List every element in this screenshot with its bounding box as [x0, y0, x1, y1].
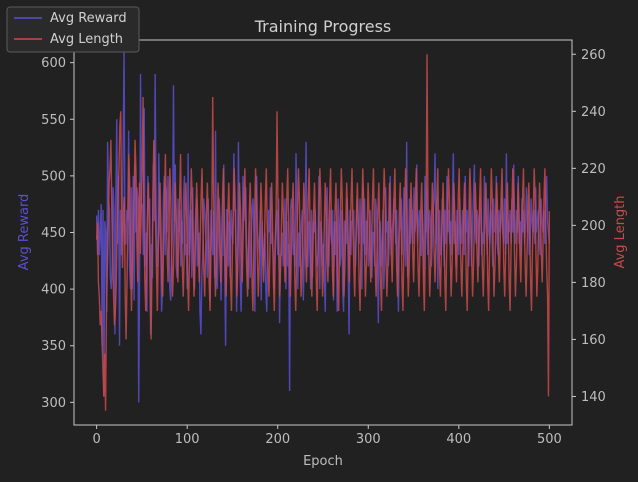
x-axis-label: Epoch [303, 454, 343, 469]
right-y-tick-label: 260 [581, 48, 606, 63]
left-y-tick-label: 600 [41, 56, 66, 71]
x-tick-label: 500 [537, 432, 562, 447]
x-tick-label: 200 [265, 432, 290, 447]
legend: Avg Reward Avg Length [6, 6, 140, 53]
left-y-tick-label: 300 [41, 396, 66, 411]
right-y-tick-label: 200 [581, 219, 606, 234]
right-y-tick-label: 140 [581, 390, 606, 405]
left-y-tick-label: 350 [41, 339, 66, 354]
right-y-tick-label: 220 [581, 162, 606, 177]
x-tick-label: 100 [175, 432, 200, 447]
x-tick-label: 0 [92, 432, 100, 447]
right-y-tick-label: 240 [581, 105, 606, 120]
left-y-tick-label: 450 [41, 226, 66, 241]
left-y-tick-label: 500 [41, 169, 66, 184]
left-y-tick-label: 400 [41, 283, 66, 298]
chart-title: Training Progress [254, 17, 392, 36]
right-y-axis-ticks: 140 160 180 200 220 240 260 [572, 48, 606, 405]
right-y-axis-label: Avg Length [613, 195, 628, 268]
right-y-tick-label: 160 [581, 333, 606, 348]
left-y-axis-label: Avg Reward [17, 194, 32, 271]
series-line-avg-length [95, 54, 551, 411]
left-y-axis-ticks: 300 350 400 450 500 550 600 [41, 56, 74, 411]
x-tick-label: 400 [446, 432, 471, 447]
legend-label-avg-length: Avg Length [50, 32, 123, 47]
right-y-tick-label: 180 [581, 276, 606, 291]
series-layer [95, 49, 551, 411]
x-tick-label: 300 [356, 432, 381, 447]
left-y-tick-label: 550 [41, 113, 66, 128]
x-axis-ticks: 0 100 200 300 400 500 [92, 425, 562, 447]
legend-label-avg-reward: Avg Reward [50, 11, 127, 26]
